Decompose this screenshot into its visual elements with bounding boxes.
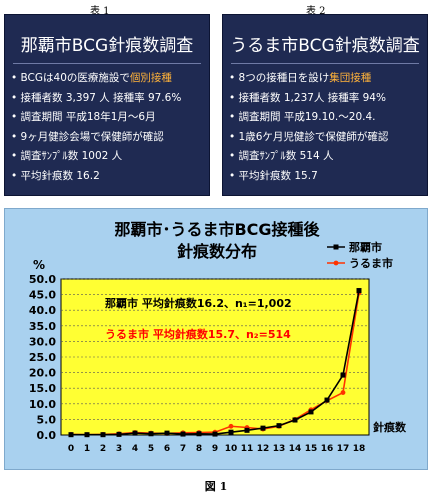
legend-label: うるま市 [349,256,393,270]
x-tick-label: 18 [353,444,366,454]
list-item: 平均針痕数 16.2 [11,167,181,187]
panel-list: 8つの接種日を設け集団接種 接種者数 1,237人 接種率 94% 調査期間 平… [229,69,389,187]
data-point [212,431,218,437]
y-axis-label: % [33,258,45,272]
panel-divider [231,63,419,64]
data-point [116,431,122,437]
list-item: 調査期間 平成18年1月～6月 [11,108,181,128]
list-item: BCGは40の医療施設で個別接種 [11,69,181,89]
data-point [228,423,234,429]
x-tick-label: 13 [273,444,286,454]
list-item: 平均針痕数 15.7 [229,167,388,187]
data-point [196,431,202,437]
highlight-text: 集団接種 [329,72,372,84]
chart-subtitle: 針痕数分布 [177,242,257,261]
table-label-1: 表 1 [90,6,110,17]
y-tick-label: 10.0 [29,398,56,411]
legend-marker [333,244,339,250]
x-tick-label: 6 [164,444,170,454]
panel-naha: 那覇市BCG針痕数調査 BCGは40の医療施設で個別接種 接種者数 3,397 … [4,14,210,196]
list-item: 9ヶ月健診会場で保健師が確認 [11,128,181,148]
data-point [308,409,314,415]
panel-uruma: うるま市BCG針痕数調査 8つの接種日を設け集団接種 接種者数 1,237人 接… [222,14,428,196]
x-tick-label: 9 [212,444,218,454]
y-tick-label: 50.0 [29,273,56,286]
y-tick-label: 5.0 [37,413,57,426]
y-tick-label: 20.0 [29,367,56,380]
panel-title: うるま市BCG針痕数調査 [230,36,420,56]
data-point [276,423,282,429]
list-item: 接種者数 1,237人 接種率 94% [229,89,388,109]
annotation-uruma: うるま市 平均針痕数15.7、n₂=514 [105,327,291,341]
annotation-naha: 那覇市 平均針痕数16.2、n₁=1,002 [105,296,292,310]
data-point [340,390,346,395]
panel-divider [13,63,201,64]
x-tick-label: 10 [225,444,238,454]
x-tick-label: 16 [321,444,334,454]
line-chart: 0.05.010.015.020.025.030.035.040.045.050… [29,220,407,454]
y-tick-label: 35.0 [29,320,56,333]
x-tick-label: 5 [148,444,154,454]
data-point [132,430,138,436]
data-point [340,372,346,378]
y-tick-label: 0.0 [37,429,57,442]
list-item: 1歳6ケ月児健診で保健師が確認 [229,128,389,148]
list-item: 接種者数 3,397 人 接種率 97.6% [11,89,182,109]
legend-marker [333,260,339,266]
legend-label: 那覇市 [349,240,382,254]
highlight-text: 個別接種 [129,72,172,84]
y-tick-label: 30.0 [29,335,56,348]
data-point [180,431,186,437]
data-point [324,397,330,403]
data-point [100,432,106,438]
y-tick-label: 15.0 [29,382,56,395]
x-tick-label: 15 [305,444,318,454]
data-point [68,432,74,438]
x-tick-label: 17 [337,444,350,454]
x-tick-label: 2 [100,444,106,454]
x-tick-label: 11 [241,444,254,454]
x-tick-label: 4 [132,444,138,454]
panel-title: 那覇市BCG針痕数調査 [20,36,194,56]
data-point [260,425,266,431]
data-point [356,288,362,294]
x-tick-label: 7 [180,444,186,454]
y-tick-label: 45.0 [29,289,56,302]
x-axis-label: 針痕数 [373,420,407,434]
list-item: 調査期間 平成19.10.～20.4. [229,108,388,128]
chart-title: 那覇市･うるま市BCG接種後 [114,220,320,239]
list-item: 調査ｻﾝﾌﾟﾙ数 514 人 [229,147,388,167]
x-tick-label: 14 [289,444,302,454]
y-tick-label: 40.0 [29,304,56,317]
data-point [244,427,250,433]
data-point [148,431,154,437]
x-tick-label: 0 [68,444,74,454]
data-point [164,430,170,436]
x-tick-label: 3 [116,444,122,454]
x-tick-label: 12 [257,444,270,454]
chart-container: 0.0 5.0 10.0 15.0 20.0 25.0 30.0 35.0 40.0 45.0 50… [4,208,428,470]
y-tick-label: 25.0 [29,351,56,364]
figure-caption: 図 1 [204,480,228,493]
data-point [84,432,90,438]
list-item: 調査ｻﾝﾌﾟﾙ数 1002 人 [11,147,181,167]
table-label-2: 表 2 [306,6,326,17]
data-point [228,429,234,435]
x-tick-label: 1 [84,444,90,454]
data-point [292,417,298,423]
x-tick-label: 8 [196,444,202,454]
list-item: 8つの接種日を設け集団接種 [229,69,388,89]
panel-list: BCGは40の医療施設で個別接種 接種者数 3,397 人 接種率 97.6% … [11,69,182,187]
